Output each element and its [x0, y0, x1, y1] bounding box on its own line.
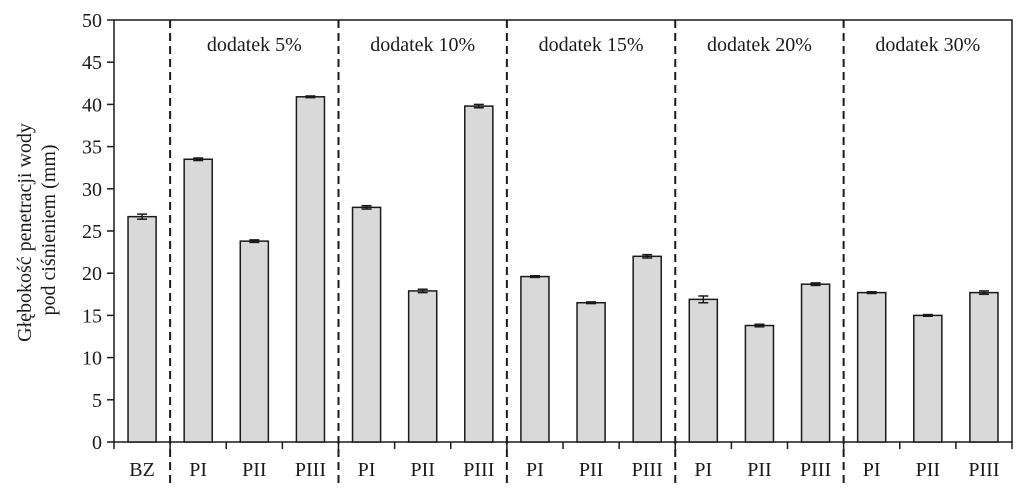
y-tick-label: 15 [82, 305, 102, 327]
category-label: PII [242, 459, 266, 481]
category-label: PIII [800, 459, 831, 481]
bar [127, 215, 157, 443]
y-axis-label: Głębokość penetracji wody pod ciśnieniem… [14, 118, 60, 342]
group-label: dodatek 10% [370, 34, 475, 56]
category-label: PI [189, 459, 207, 481]
plot-area: 0 5 10 15 20 25 30 35 40 45 50 BZ PI PII PIII PI PII PIII… [82, 10, 1013, 484]
category-label: PII [410, 459, 434, 481]
bar [800, 283, 831, 443]
bar [239, 240, 270, 443]
bar [688, 298, 719, 443]
group-label: dodatek 15% [539, 34, 644, 56]
category-label: PIII [295, 459, 326, 481]
bar [464, 105, 494, 443]
y-tick-label: 35 [82, 137, 102, 159]
y-tick-label: 40 [82, 94, 102, 116]
bar [744, 324, 775, 443]
bar [295, 96, 326, 443]
bar [520, 275, 550, 443]
category-label: PI [863, 459, 881, 481]
bar [351, 206, 382, 443]
y-tick-label: 10 [82, 348, 102, 370]
bar [183, 158, 213, 443]
y-tick-label: 0 [92, 432, 102, 454]
category-label: PIII [968, 459, 999, 481]
category-label: PI [694, 459, 712, 481]
category-label: PII [747, 459, 771, 481]
y-tick-label: 50 [82, 10, 102, 32]
bar [632, 255, 662, 443]
category-label: BZ [129, 459, 155, 481]
category-label: PII [916, 459, 940, 481]
category-label: PI [526, 459, 544, 481]
bar [856, 291, 887, 443]
bar [576, 301, 606, 443]
group-label: dodatek 5% [207, 34, 302, 56]
y-tick-label: 20 [82, 263, 102, 285]
y-tick-label: 45 [82, 52, 102, 74]
category-label: PI [358, 459, 376, 481]
y-axis-label-line-1: Głębokość penetracji wody [14, 123, 36, 342]
category-label: PIII [463, 459, 494, 481]
bar [969, 291, 999, 443]
y-tick-label: 5 [92, 390, 102, 412]
bar [913, 314, 943, 443]
bar [407, 290, 438, 443]
group-label: dodatek 20% [707, 34, 812, 56]
group-label: dodatek 30% [875, 34, 980, 56]
y-tick-label: 30 [82, 179, 102, 201]
category-label: PII [579, 459, 603, 481]
y-axis-label-line-2: pod ciśnieniem (mm) [38, 144, 60, 315]
category-label: PIII [632, 459, 663, 481]
y-tick-label: 25 [82, 221, 102, 243]
